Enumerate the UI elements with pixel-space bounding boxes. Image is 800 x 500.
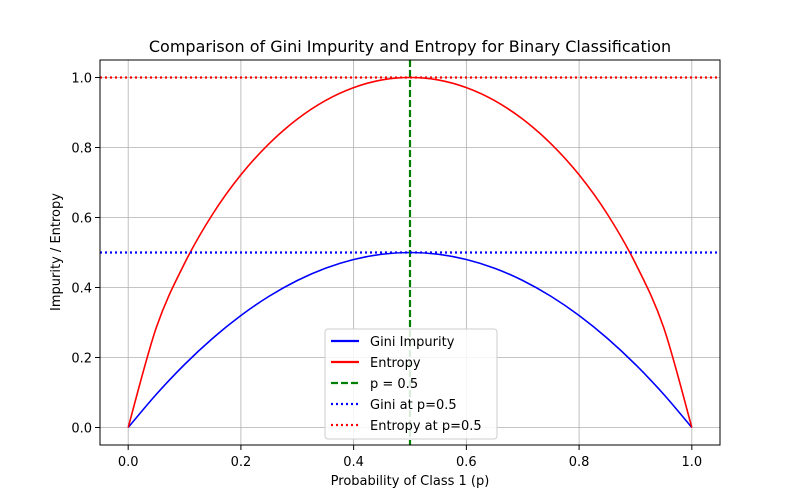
y-tick-label: 1.0 [71,72,92,87]
legend-label-entropy: Entropy [370,356,421,371]
y-tick-label: 0.8 [71,142,92,157]
y-tick-label: 0.6 [71,212,92,227]
legend-box [324,328,498,440]
x-tick-label: 0.8 [569,455,590,470]
x-tick-label: 0.6 [456,455,477,470]
x-tick-label: 0.4 [343,455,364,470]
x-tick-label: 0.0 [118,455,139,470]
legend: Gini Impurity Entropy p = 0.5 Gini at p=0.5… [324,328,498,440]
x-tick-label: 1.0 [681,455,702,470]
y-tick-label: 0.2 [71,352,92,367]
plot-frame [99,59,721,446]
x-axis-label: Probability of Class 1 (p) [331,474,490,489]
ticks: 0.0 0.2 0.4 0.6 0.8 1.0 0.0 0.2 0.4 0.6 0.8 1.0 [71,72,702,471]
y-tick-label: 0.4 [71,282,92,297]
legend-label-gini-impurity: Gini Impurity [370,335,455,350]
legend-label-p-0-5: p = 0.5 [370,377,418,392]
legend-label-entropy-at-p-0-5: Entropy at p=0.5 [370,419,482,434]
y-axis-label: Impurity / Entropy [49,193,64,311]
y-tick-label: 0.0 [71,422,92,437]
x-tick-label: 0.2 [231,455,252,470]
legend-label-gini-at-p-0-5: Gini at p=0.5 [370,398,457,413]
chart-title: Comparison of Gini Impurity and Entropy … [149,37,671,56]
